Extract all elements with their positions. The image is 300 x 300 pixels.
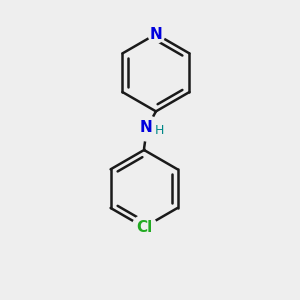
Text: Cl: Cl [136, 220, 152, 235]
Text: N: N [139, 120, 152, 135]
Text: N: N [150, 27, 162, 42]
Text: H: H [155, 124, 164, 136]
